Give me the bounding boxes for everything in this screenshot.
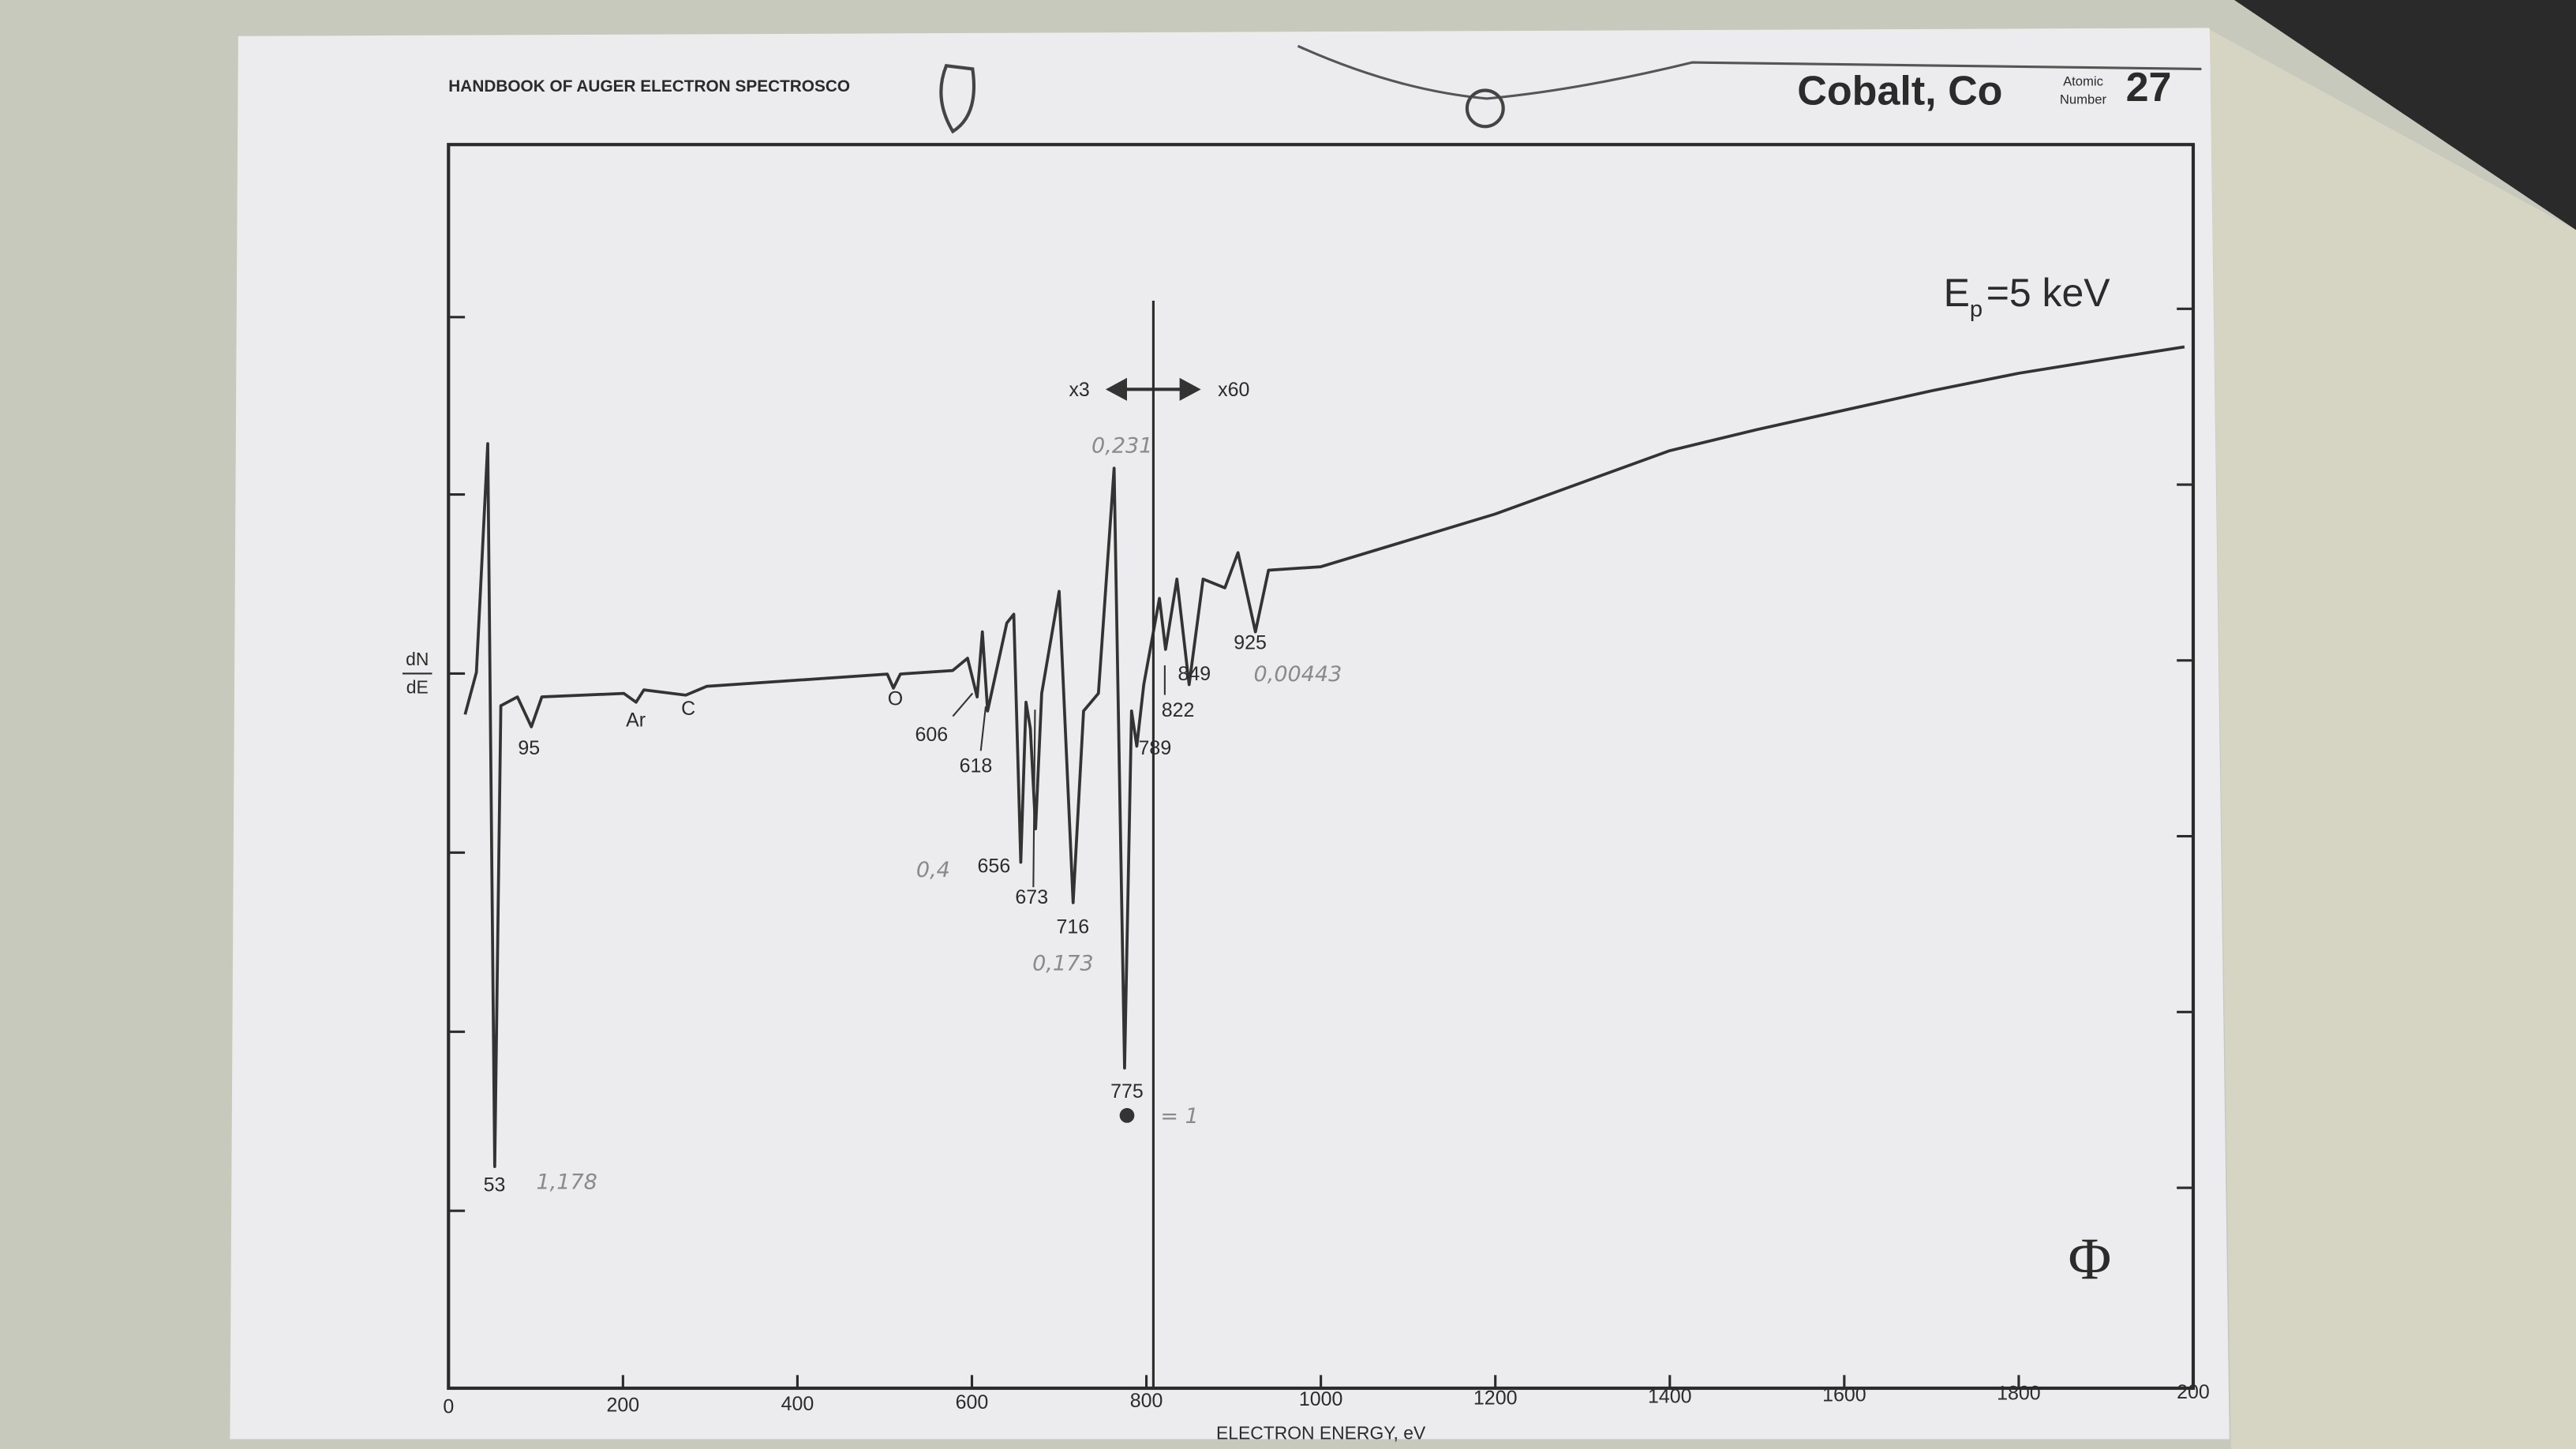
handwritten-note: = 1 <box>1160 1104 1198 1129</box>
ep-sub: p <box>1970 297 1983 322</box>
y-label-bottom: dE <box>406 676 429 697</box>
handwritten-note: 0,173 <box>1032 951 1093 975</box>
pencil-stroke <box>1297 44 2202 100</box>
peak-label: 656 <box>978 856 1011 878</box>
punch-hole <box>939 64 976 134</box>
element-name: Cobalt, Co <box>1797 68 2002 114</box>
y-ticks <box>448 307 2193 1212</box>
x-tick-label: 1200 <box>1473 1387 1518 1409</box>
peak-label: 822 <box>1162 699 1195 721</box>
peak-label: 775 <box>1110 1080 1144 1103</box>
x-tick-label: 1600 <box>1822 1384 1866 1406</box>
x-tick-label: 1000 <box>1299 1388 1343 1410</box>
x-tick-label: 1400 <box>1648 1385 1692 1407</box>
peak-label: 849 <box>1178 663 1211 685</box>
dot <box>1119 1108 1135 1123</box>
peak-label: 673 <box>1015 886 1048 908</box>
x-tick-label: 600 <box>956 1391 989 1413</box>
peak-label: x60 <box>1218 379 1249 401</box>
punch-hole <box>1465 88 1505 129</box>
peak-label: 95 <box>518 737 540 759</box>
atomic-number: 27 <box>2126 65 2172 110</box>
peak-label: 618 <box>960 755 993 777</box>
x-tick-label: 200 <box>2177 1381 2210 1403</box>
handwritten-note: 0,00443 <box>1254 662 1342 687</box>
dark-corner <box>2234 0 2576 230</box>
number-label: Number <box>2060 92 2107 107</box>
peak-label: 925 <box>1234 632 1267 654</box>
peak-label: 716 <box>1056 916 1089 938</box>
x-axis-label: ELECTRON ENERGY, eV <box>1216 1422 1426 1443</box>
peak-label: x3 <box>1069 379 1089 401</box>
x-tick-label: 1800 <box>1997 1383 2041 1405</box>
peak-label: Ar <box>626 709 646 731</box>
x-tick-label: 400 <box>781 1393 814 1415</box>
x-tick-label: 800 <box>1130 1390 1163 1412</box>
book-title: HANDBOOK OF AUGER ELECTRON SPECTROSCO <box>448 77 850 95</box>
arrow-head <box>1179 377 1201 401</box>
peak-label: 53 <box>484 1174 506 1196</box>
peak-label: 606 <box>915 724 948 746</box>
x-tick-label: 200 <box>607 1395 640 1417</box>
ep-rest: =5 keV <box>1986 271 2111 315</box>
ep-main: E <box>1944 271 1970 315</box>
logo: Φ <box>2068 1226 2111 1292</box>
peak-label: C <box>681 698 695 720</box>
arrow-head <box>1105 377 1127 401</box>
handwritten-note: 0,231 <box>1091 434 1152 459</box>
handwritten-note: 1,178 <box>536 1170 597 1194</box>
paper <box>230 28 2230 1440</box>
atomic-label: Atomic <box>2063 73 2103 88</box>
x-tick-label: 0 <box>443 1396 454 1418</box>
desk <box>2209 29 2576 1449</box>
handwritten-note: 0,4 <box>916 858 950 882</box>
spectrum-line <box>463 345 2185 1169</box>
y-label-top: dN <box>406 649 429 669</box>
peak-label: O <box>888 687 903 710</box>
peak-label: 789 <box>1139 737 1172 759</box>
